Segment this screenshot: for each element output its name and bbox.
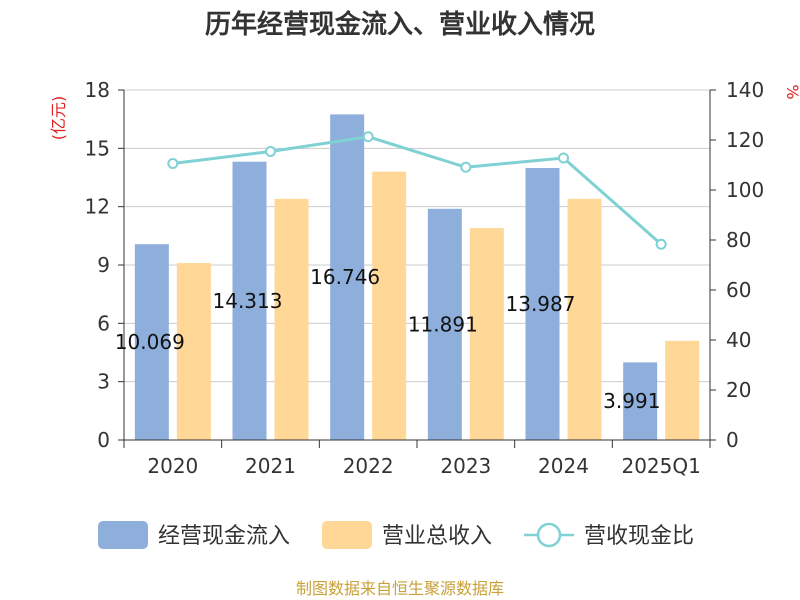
data-labels: 10.069 14.313 16.746 11.891 13.987 3.991 — [115, 265, 661, 413]
ratio-line-path — [172, 135, 663, 246]
ratio-point[interactable] — [265, 146, 276, 157]
cash-inflow-bar[interactable] — [232, 161, 267, 441]
x-tick-label: 2022 — [343, 454, 394, 478]
bars — [134, 114, 700, 441]
legend-label: 营业总收入 — [382, 524, 492, 549]
revenue-bar[interactable] — [274, 198, 309, 440]
x-tick-label: 2024 — [538, 454, 589, 478]
x-tick-label: 2025Q1 — [621, 454, 700, 478]
revenue-bar[interactable] — [567, 198, 602, 440]
cash-inflow-bar[interactable] — [330, 114, 365, 440]
y-right-tick-label: 20 — [726, 378, 751, 402]
cash-inflow-bar[interactable] — [134, 244, 169, 440]
cash-inflow-value-label: 16.746 — [310, 265, 380, 289]
y-right-tick-label: 80 — [726, 228, 751, 252]
revenue-bar[interactable] — [665, 340, 700, 440]
ratio-point[interactable] — [558, 152, 569, 164]
legend-label: 营收现金比 — [584, 524, 694, 549]
revenue-bar[interactable] — [372, 171, 407, 440]
legend-swatch — [98, 521, 148, 549]
y-left-tick-label: 0 — [97, 428, 110, 452]
y-left-tick-label: 6 — [97, 311, 110, 335]
legend[interactable]: 经营现金流入 营业总收入 营收现金比 — [98, 521, 694, 549]
ratio-line — [167, 131, 667, 250]
x-tick-label: 2023 — [440, 454, 491, 478]
cash-inflow-bar[interactable] — [427, 208, 462, 440]
y-right-tick-label: 40 — [726, 328, 751, 352]
y-left-tick-label: 12 — [85, 195, 110, 219]
axes: 0 3 6 9 12 15 18 0 20 40 60 80 100 120 140 2020 2021 2022… — [85, 78, 765, 478]
chart-title: 历年经营现金流入、营业收入情况 — [205, 9, 595, 40]
legend-item[interactable]: 营收现金比 — [524, 522, 694, 549]
y-left-tick-label: 15 — [85, 136, 110, 160]
cash-inflow-value-label: 10.069 — [115, 330, 185, 354]
cash-inflow-bar[interactable] — [525, 168, 560, 440]
y-right-tick-label: 120 — [726, 128, 764, 152]
cash-inflow-value-label: 3.991 — [603, 389, 660, 413]
y-left-tick-label: 18 — [85, 78, 110, 102]
legend-item[interactable]: 营业总收入 — [322, 521, 492, 549]
source-note: 制图数据来自恒生聚源数据库 — [296, 579, 504, 598]
legend-swatch — [322, 521, 372, 549]
y-right-tick-label: 60 — [726, 278, 751, 302]
y-left-tick-label: 9 — [97, 253, 110, 277]
legend-label: 经营现金流入 — [158, 524, 290, 549]
cash-inflow-value-label: 13.987 — [506, 292, 576, 316]
legend-item[interactable]: 经营现金流入 — [98, 521, 290, 549]
ratio-point[interactable] — [167, 158, 179, 169]
legend-marker — [536, 522, 562, 548]
y-right-tick-label: 0 — [726, 428, 739, 452]
y-right-tick-label: 100 — [726, 178, 764, 202]
x-tick-label: 2021 — [245, 454, 296, 478]
cash-inflow-value-label: 14.313 — [213, 289, 283, 313]
y-right-unit: % — [783, 84, 800, 99]
y-left-unit: (亿元) — [49, 96, 68, 141]
y-right-tick-label: 140 — [726, 78, 764, 102]
x-tick-label: 2020 — [147, 454, 198, 478]
revenue-bar[interactable] — [176, 263, 211, 440]
ratio-point[interactable] — [655, 238, 667, 250]
ratio-point[interactable] — [460, 161, 472, 173]
y-left-tick-label: 3 — [97, 370, 110, 394]
revenue-bar[interactable] — [469, 228, 504, 440]
ratio-point[interactable] — [362, 131, 374, 143]
cash-inflow-bar[interactable] — [623, 362, 658, 440]
grid — [124, 89, 710, 383]
cash-inflow-value-label: 11.891 — [408, 312, 478, 336]
